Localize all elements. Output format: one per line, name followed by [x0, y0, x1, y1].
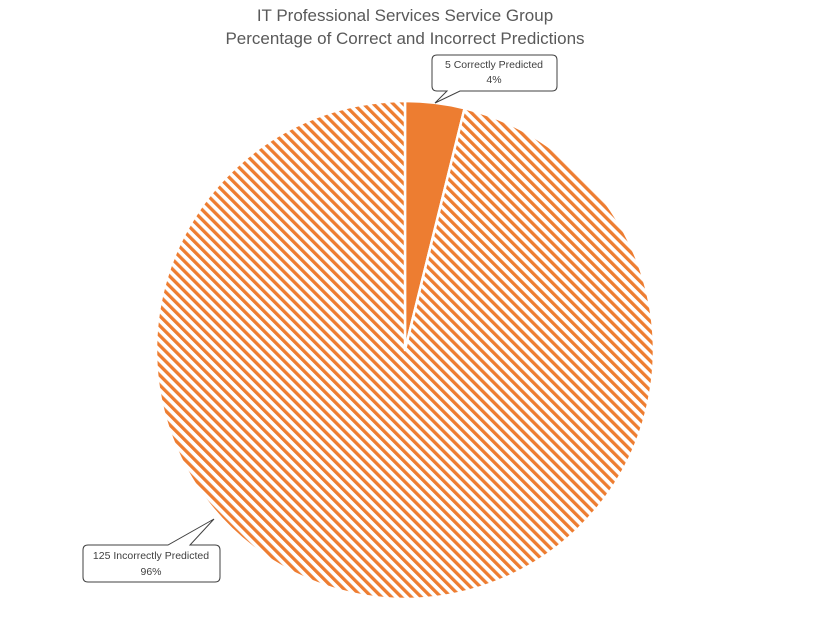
callout-incorrect-label: 125 Incorrectly Predicted: [93, 550, 209, 562]
pie-slice-incorrectly-predicted: [154, 99, 656, 601]
callout-correct-percent: 4%: [486, 74, 501, 86]
callout-correct-label: 5 Correctly Predicted: [445, 59, 543, 71]
callout-incorrect-percent: 96%: [140, 566, 161, 578]
callout-correct: 5 Correctly Predicted 4%: [431, 54, 558, 104]
pie-slices: [154, 99, 656, 601]
chart-subtitle: Percentage of Correct and Incorrect Pred…: [225, 29, 584, 48]
chart-title: IT Professional Services Service Group: [257, 6, 553, 25]
callout-incorrect-box: [82, 518, 221, 583]
callout-incorrect: 125 Incorrectly Predicted 96%: [82, 518, 221, 583]
callout-correct-box: [431, 54, 558, 104]
